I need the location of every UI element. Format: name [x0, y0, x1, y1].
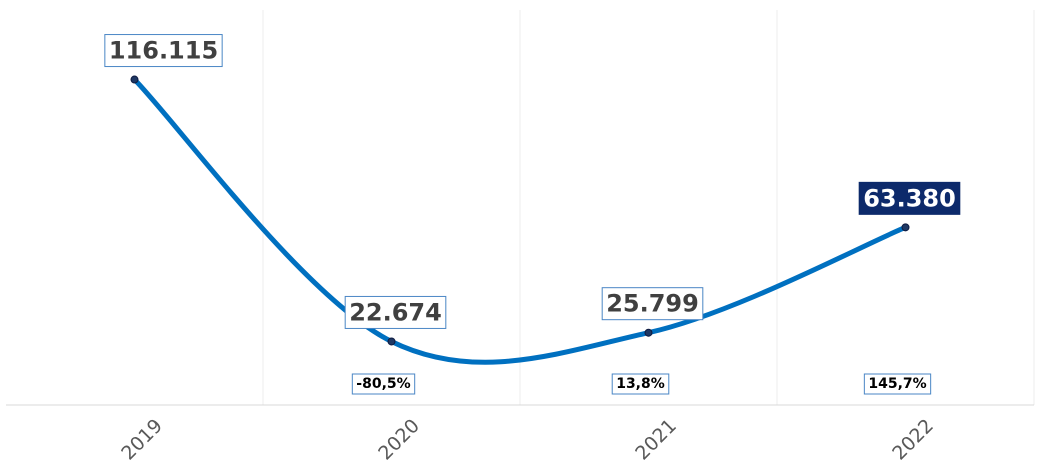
- point: [387, 337, 396, 346]
- value-label-box: [344, 295, 447, 329]
- value-label-group: 25.799: [601, 287, 704, 321]
- value-label: 63.380: [863, 184, 956, 212]
- change-label-group: -80,5%: [351, 373, 416, 395]
- value-label: 116.115: [109, 37, 218, 65]
- line: [132, 77, 908, 365]
- point: [901, 223, 910, 232]
- value-label-box: [858, 181, 961, 215]
- value-label-box: [601, 287, 704, 321]
- x-tick-label: 2019: [117, 415, 167, 465]
- x-tick-label: 2022: [888, 415, 938, 465]
- change-label: 13,8%: [616, 376, 665, 392]
- change-label-group: 145,7%: [863, 373, 932, 395]
- change-label: 145,7%: [868, 376, 926, 392]
- value-label-group: 116.115: [104, 34, 223, 68]
- x-tick-label: 2020: [374, 415, 424, 465]
- change-label-box: [863, 373, 932, 395]
- value-label: 25.799: [606, 290, 699, 318]
- change-label-box: [351, 373, 416, 395]
- change-label: -80,5%: [356, 376, 410, 392]
- x-tick-label: 2021: [631, 415, 681, 465]
- value-label-box: [104, 34, 223, 68]
- point: [644, 328, 653, 337]
- change-label-box: [611, 373, 670, 395]
- change-label-group: 13,8%: [611, 373, 670, 395]
- value-label: 22.674: [349, 298, 442, 326]
- value-label-group: 63.380: [858, 181, 961, 215]
- value-label-group: 22.674: [344, 295, 447, 329]
- point: [130, 75, 139, 84]
